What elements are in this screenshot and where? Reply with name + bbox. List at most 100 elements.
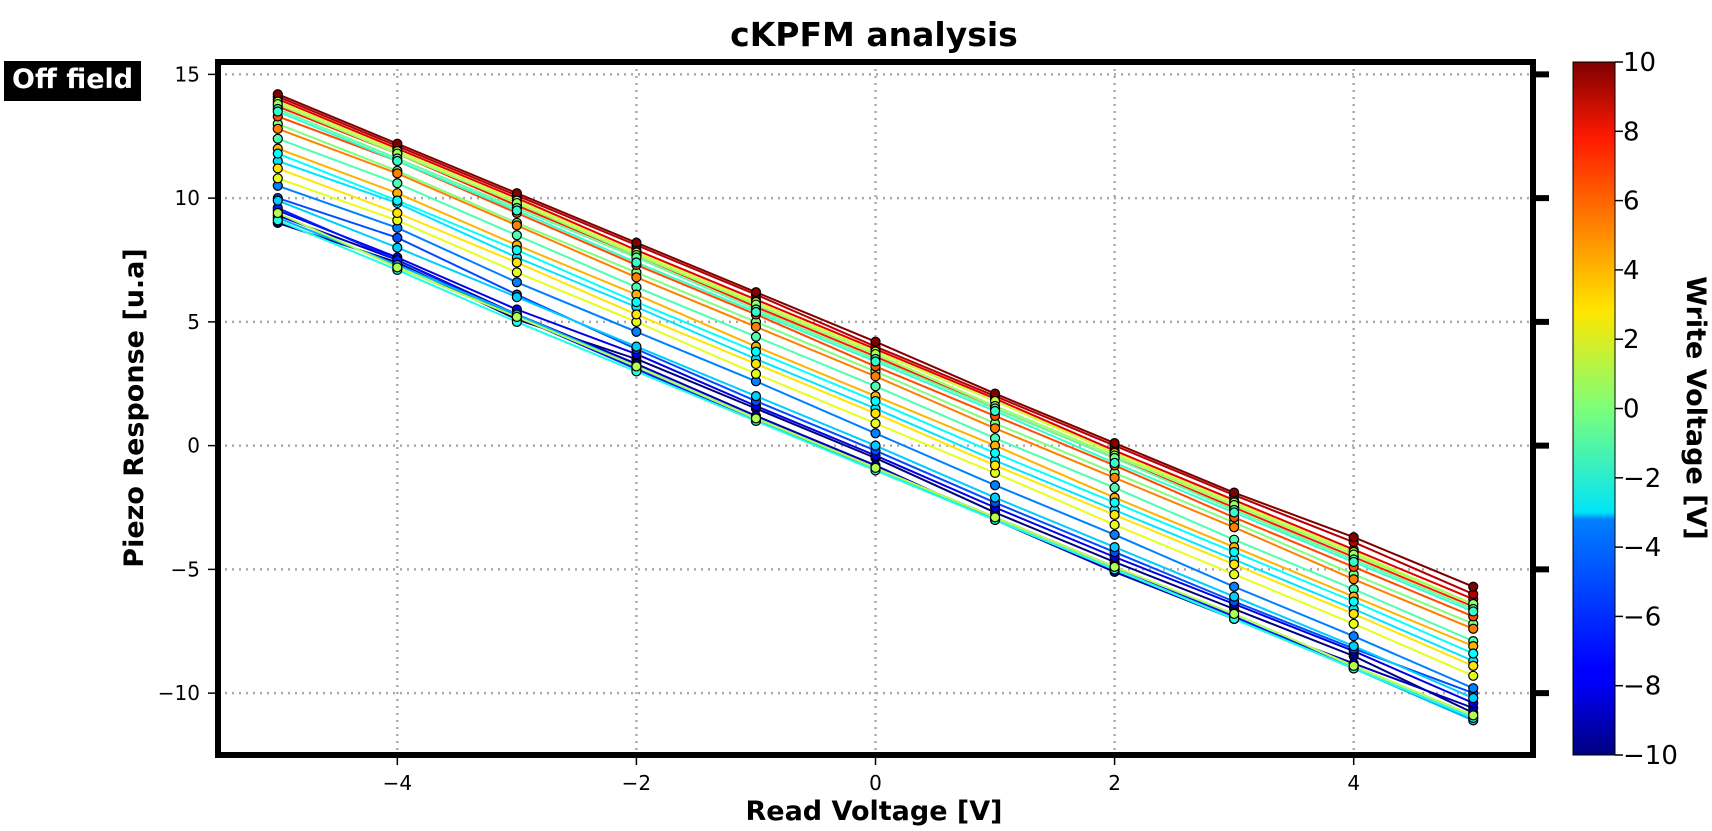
- y-tick-label: −10: [158, 681, 200, 705]
- data-point: [870, 336, 881, 347]
- data-point: [511, 205, 522, 216]
- data-point: [750, 287, 762, 298]
- data-point: [631, 361, 642, 372]
- data-point: [1468, 670, 1479, 681]
- colorbar-tick-label: 10: [1623, 48, 1656, 78]
- data-point: [989, 512, 1001, 523]
- data-point: [392, 232, 403, 243]
- data-point: [1109, 457, 1120, 469]
- data-point: [1348, 556, 1359, 568]
- data-point: [989, 447, 1001, 459]
- x-tick-label: 4: [1347, 771, 1360, 795]
- data-point: [1229, 581, 1240, 592]
- data-point: [1109, 529, 1120, 540]
- data-point: [870, 381, 881, 392]
- y-tick-label: 0: [187, 434, 200, 458]
- data-point: [1348, 640, 1359, 652]
- data-point: [511, 311, 522, 323]
- x-tick-label: 2: [1108, 771, 1121, 795]
- data-point: [272, 195, 283, 206]
- data-point: [989, 405, 1001, 417]
- data-point: [1348, 608, 1359, 620]
- data-point: [631, 296, 642, 308]
- data-point: [750, 321, 762, 332]
- data-point: [1468, 581, 1479, 592]
- data-point: [1468, 648, 1479, 659]
- data-point: [272, 123, 283, 134]
- y-tick-label: 5: [187, 310, 200, 334]
- data-point: [750, 368, 762, 379]
- chart-title: cKPFM analysis: [730, 15, 1018, 54]
- data-point: [870, 356, 881, 367]
- data-point: [989, 480, 1001, 491]
- data-point: [511, 230, 522, 241]
- data-point: [1109, 497, 1120, 508]
- data-point: [1109, 472, 1120, 483]
- data-point: [392, 168, 403, 179]
- data-point: [272, 133, 283, 144]
- colorbar-tick-label: −4: [1623, 533, 1661, 563]
- data-point: [631, 237, 642, 248]
- data-point: [1348, 532, 1359, 543]
- data-point: [1348, 660, 1359, 672]
- data-point: [1229, 507, 1240, 518]
- data-point: [631, 341, 642, 352]
- data-point: [392, 242, 403, 253]
- data-point: [1348, 618, 1359, 629]
- data-point: [1109, 561, 1120, 573]
- x-tick-label: −4: [383, 771, 412, 795]
- data-point: [1348, 596, 1359, 607]
- data-point: [1468, 683, 1479, 694]
- data-point: [1348, 631, 1359, 642]
- data-point: [1468, 710, 1479, 721]
- data-point: [511, 245, 522, 256]
- colorbar-tick-label: −8: [1623, 672, 1661, 702]
- data-point: [989, 492, 1001, 503]
- data-point: [1229, 569, 1240, 580]
- data-point: [870, 440, 881, 451]
- data-point: [272, 106, 283, 117]
- data-point: [870, 418, 881, 429]
- x-tick-label: 0: [869, 771, 882, 795]
- data-point: [1468, 606, 1479, 617]
- colorbar-tick-label: −2: [1623, 464, 1661, 494]
- data-point: [392, 207, 403, 219]
- data-point: [870, 371, 881, 382]
- colorbar: [1572, 61, 1616, 756]
- x-axis-label: Read Voltage [V]: [745, 796, 1002, 827]
- data-point: [750, 331, 762, 342]
- data-point: [511, 257, 522, 268]
- colorbar-label: Write Voltage [V]: [1680, 276, 1711, 539]
- colorbar-tick-label: −6: [1623, 602, 1661, 632]
- data-point: [272, 148, 283, 159]
- data-point: [989, 460, 1001, 471]
- colorbar-tick-label: −10: [1623, 741, 1678, 771]
- colorbar-ticks: 10 8 6 4 2 0 −2 −4 −6 −8 −10: [1615, 48, 1678, 771]
- series-points: [272, 89, 1479, 726]
- data-point: [392, 178, 403, 189]
- off-field-tag: Off field: [4, 61, 142, 101]
- data-point: [392, 195, 403, 206]
- data-point: [631, 326, 642, 337]
- y-tick-label: 10: [175, 186, 200, 210]
- data-point: [1109, 519, 1120, 530]
- data-point: [1229, 546, 1240, 558]
- y-axis-label: Piezo Response [u.a]: [119, 248, 150, 567]
- y-axis-ticks: 15 10 5 0 −5 −10: [158, 62, 1549, 705]
- data-point: [392, 262, 403, 273]
- y-tick-label: −5: [171, 557, 200, 581]
- data-point: [631, 257, 642, 268]
- colorbar-tick-label: 8: [1623, 117, 1640, 147]
- data-point: [1229, 559, 1240, 570]
- data-point: [750, 306, 762, 318]
- colorbar-tick-label: 6: [1623, 187, 1640, 217]
- colorbar-tick-label: 4: [1623, 256, 1640, 286]
- data-point: [511, 267, 522, 278]
- data-point: [750, 346, 762, 357]
- data-point: [272, 163, 283, 174]
- data-point: [1468, 660, 1479, 672]
- data-point: [870, 408, 881, 419]
- plot-frame: [215, 59, 1536, 758]
- data-point: [870, 462, 881, 473]
